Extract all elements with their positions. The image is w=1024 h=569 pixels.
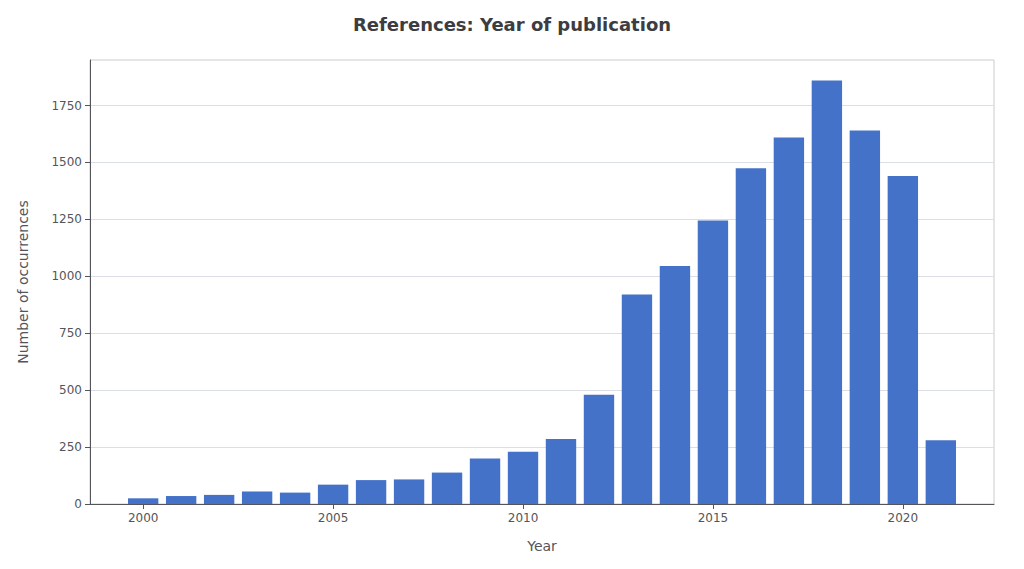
- svg-text:2020: 2020: [888, 511, 919, 525]
- svg-text:1750: 1750: [51, 99, 82, 113]
- svg-text:250: 250: [59, 440, 82, 454]
- svg-text:Number of occurrences: Number of occurrences: [15, 200, 31, 364]
- svg-text:2010: 2010: [508, 511, 539, 525]
- svg-text:750: 750: [59, 326, 82, 340]
- svg-text:0: 0: [74, 497, 82, 511]
- svg-text:1500: 1500: [51, 155, 82, 169]
- svg-text:1250: 1250: [51, 212, 82, 226]
- svg-text:References: Year of publicatio: References: Year of publication: [353, 14, 671, 35]
- svg-text:2000: 2000: [128, 511, 159, 525]
- svg-text:2005: 2005: [318, 511, 349, 525]
- svg-text:1000: 1000: [51, 269, 82, 283]
- svg-text:2015: 2015: [698, 511, 729, 525]
- svg-text:Year: Year: [526, 538, 557, 554]
- svg-text:500: 500: [59, 383, 82, 397]
